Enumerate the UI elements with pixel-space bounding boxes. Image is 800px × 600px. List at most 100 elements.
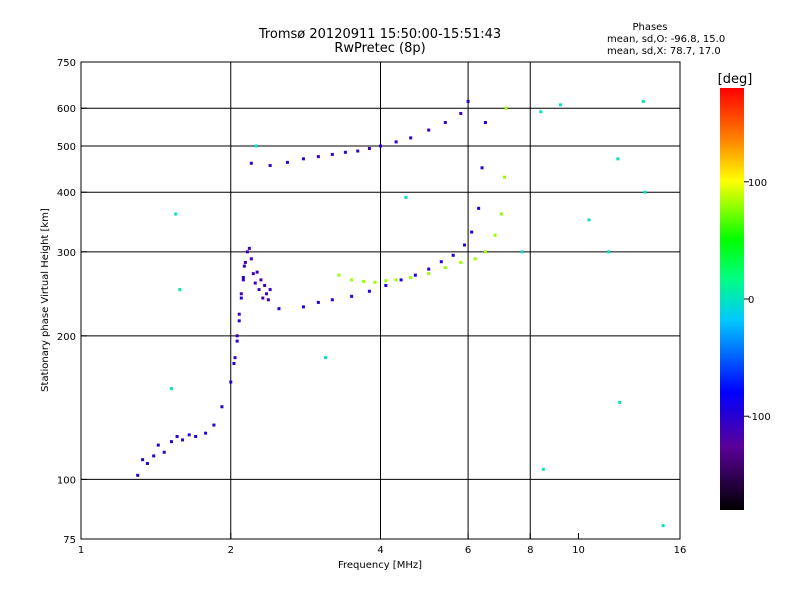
data-point (473, 257, 477, 261)
data-point (367, 289, 371, 293)
chart-title: Tromsø 20120911 15:50:00-15:51:43 (258, 27, 501, 42)
y-tick-label: 100 (57, 475, 76, 486)
x-tick-label: 8 (527, 545, 533, 556)
data-point (265, 292, 269, 296)
data-point (175, 435, 179, 439)
y-tick-label: 750 (57, 58, 76, 69)
stats-line-x: mean, sd,X: 78.7, 17.0 (607, 46, 721, 57)
data-point (212, 423, 216, 427)
data-point (181, 438, 185, 442)
data-point (266, 298, 270, 302)
data-point (607, 250, 611, 254)
data-point (251, 272, 255, 276)
data-point (451, 253, 455, 257)
y-tick-label: 400 (57, 188, 76, 199)
data-point (243, 260, 247, 264)
x-tick-label: 1 (78, 545, 84, 556)
chart-subtitle: RwPretec (8p) (334, 41, 425, 56)
data-point (504, 106, 508, 110)
colorbar-ticks: 100 0 -100 (744, 178, 771, 423)
data-point (145, 461, 149, 465)
data-point (466, 99, 470, 103)
data-point (277, 307, 281, 311)
data-point (259, 278, 263, 282)
data-point (459, 111, 463, 115)
data-point (409, 136, 413, 140)
data-point (413, 273, 417, 277)
data-point (136, 473, 140, 477)
data-point (330, 298, 334, 302)
data-point (229, 380, 233, 384)
data-point (169, 440, 173, 444)
data-point (330, 152, 334, 156)
data-point (373, 280, 377, 284)
data-point (439, 260, 443, 264)
data-point (249, 257, 253, 261)
data-point (239, 292, 243, 296)
data-point (362, 279, 366, 283)
data-point (239, 296, 243, 300)
data-point (162, 450, 166, 454)
colorbar-tick-label: 0 (748, 295, 754, 306)
data-point (235, 339, 239, 343)
data-point (399, 278, 403, 282)
y-tick-label: 300 (57, 248, 76, 259)
data-point (255, 270, 259, 274)
data-point (242, 264, 246, 268)
y-tick-label: 200 (57, 332, 76, 343)
data-point (558, 103, 562, 107)
data-point (268, 164, 272, 168)
data-point (443, 121, 447, 125)
colorbar-tick-label: 100 (748, 178, 767, 189)
data-point (356, 149, 360, 153)
data-point (443, 266, 447, 270)
data-point (499, 212, 503, 216)
data-point (323, 356, 327, 360)
data-point (350, 278, 354, 282)
data-point (520, 250, 524, 254)
data-point (254, 144, 258, 148)
data-point (394, 278, 398, 282)
data-point (459, 260, 463, 264)
data-point (470, 230, 474, 234)
data-point (261, 296, 265, 300)
data-point (483, 121, 487, 125)
colorbar (720, 88, 744, 510)
x-tick-label: 2 (228, 545, 234, 556)
data-point (641, 99, 645, 103)
data-point (316, 155, 320, 159)
data-point (350, 294, 354, 298)
data-point (493, 233, 497, 237)
stats-heading: Phases (632, 22, 667, 33)
data-point (337, 273, 341, 277)
data-point (367, 146, 371, 150)
data-point (316, 300, 320, 304)
data-point (404, 195, 408, 199)
data-point (427, 128, 431, 132)
data-point (235, 334, 239, 338)
y-tick-label: 600 (57, 104, 76, 115)
x-tick-label: 10 (572, 545, 585, 556)
data-point (587, 218, 591, 222)
data-point (187, 433, 191, 437)
data-point (194, 435, 198, 439)
x-tick-label: 6 (465, 545, 471, 556)
data-point (152, 454, 156, 458)
data-point (156, 443, 160, 447)
data-point (483, 250, 487, 254)
data-point (232, 361, 236, 365)
data-point (394, 140, 398, 144)
data-point (237, 312, 241, 316)
data-point (427, 267, 431, 271)
data-point (379, 144, 382, 148)
data-point (204, 431, 208, 435)
colorbar-tick-label: -100 (748, 412, 771, 423)
data-point (618, 400, 622, 404)
data-point (241, 278, 245, 282)
data-point (539, 110, 543, 114)
data-point (616, 157, 620, 161)
data-point (502, 175, 506, 179)
data-point (462, 243, 466, 247)
data-point (241, 276, 245, 280)
